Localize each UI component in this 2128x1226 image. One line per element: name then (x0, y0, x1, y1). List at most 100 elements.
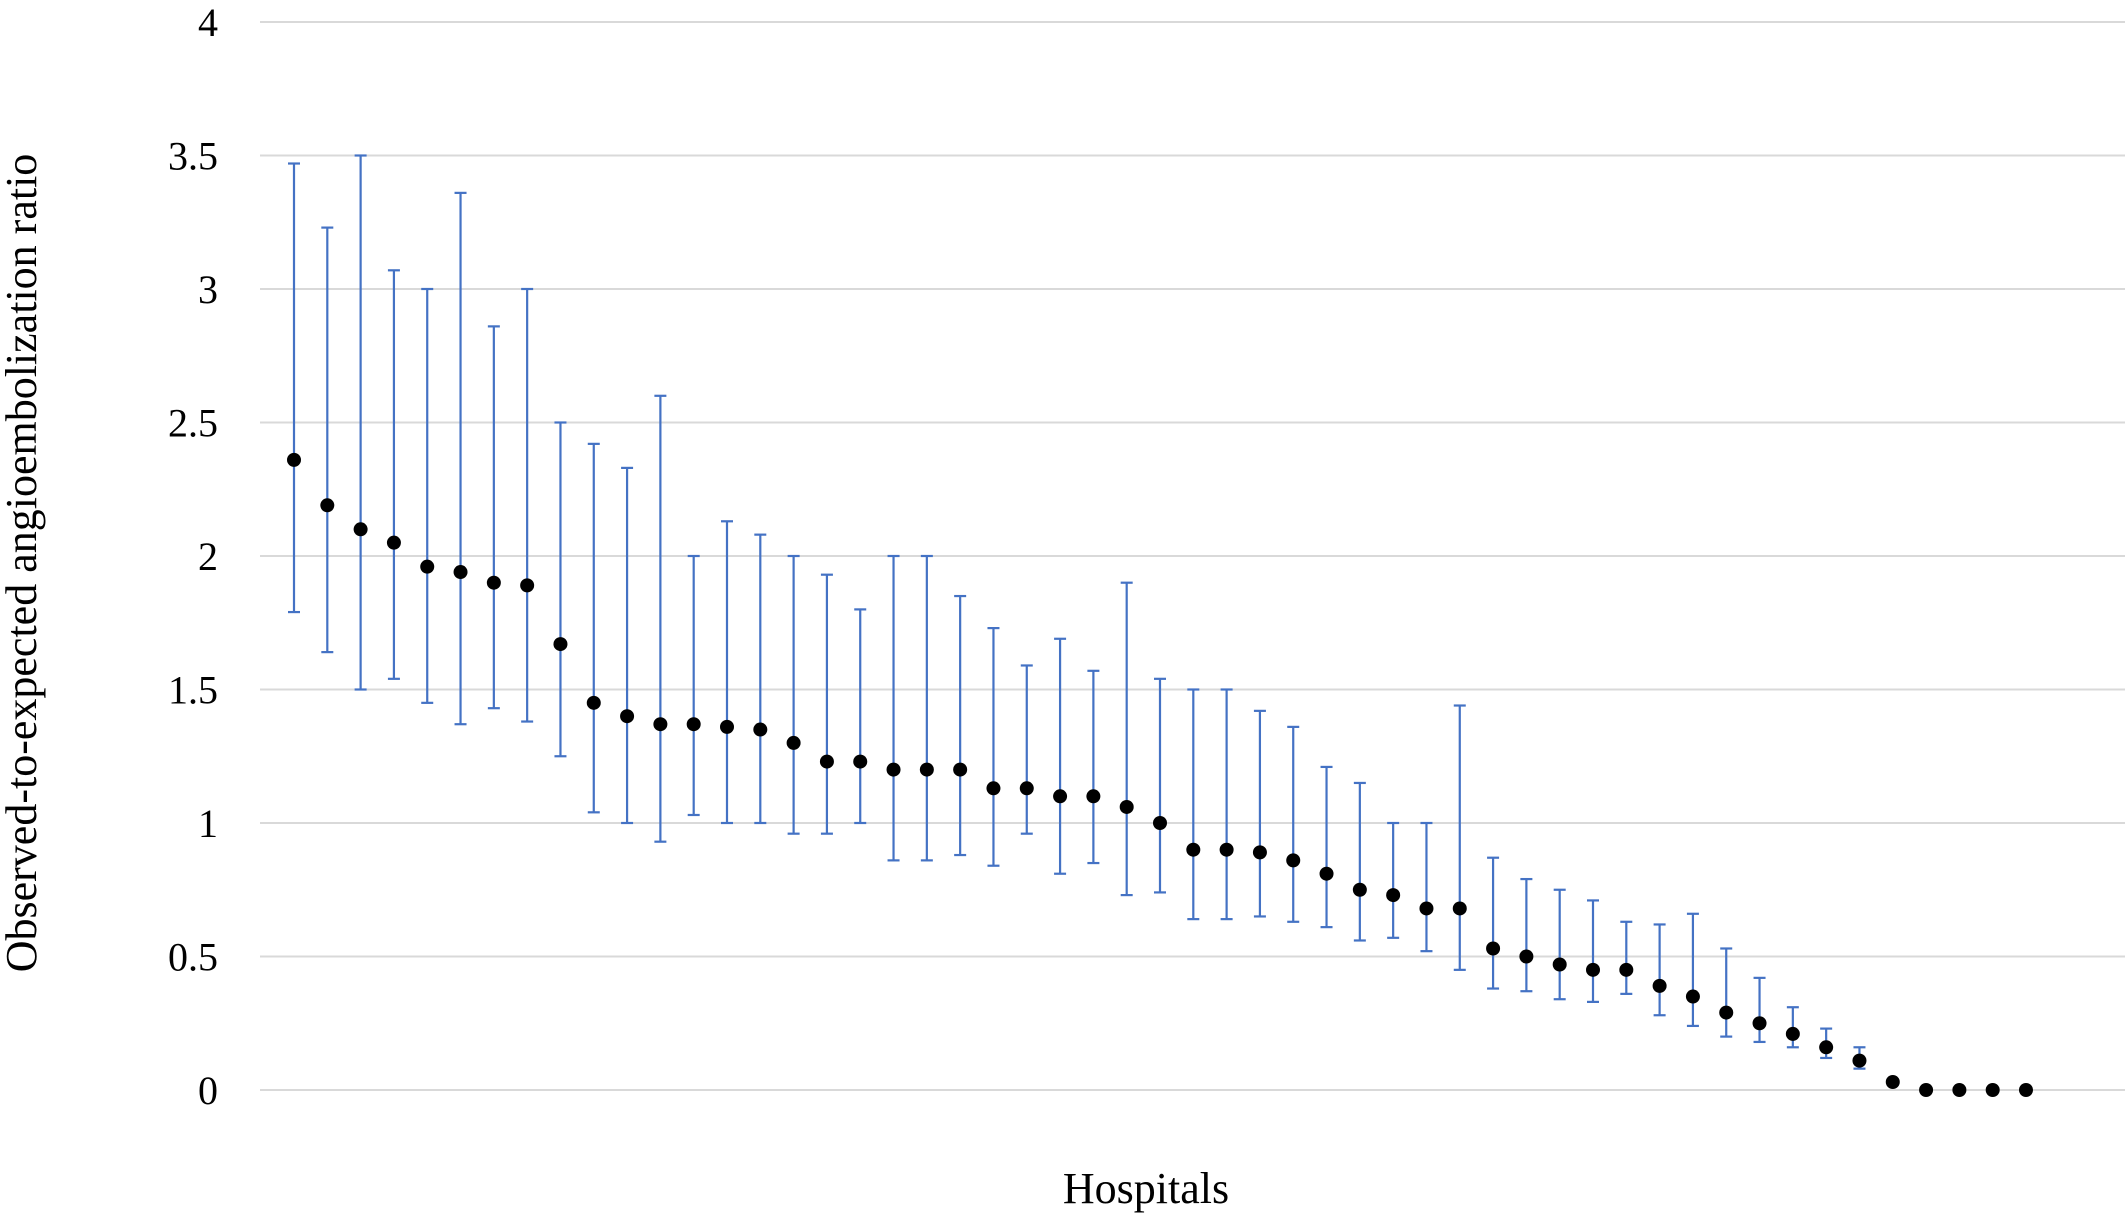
data-point (886, 762, 901, 777)
y-tick-label: 4 (198, 0, 218, 45)
error-bar (1453, 704, 1466, 971)
error-bar (787, 554, 800, 835)
data-point (1386, 888, 1401, 903)
data-point (520, 578, 535, 593)
error-bar (487, 325, 500, 710)
data-point (1685, 989, 1700, 1004)
y-axis-tick-labels: 0 0.5 1 1.5 2 2.5 3 3.5 4 (168, 0, 218, 1113)
y-tick-label: 2 (198, 534, 218, 579)
error-bar (421, 287, 434, 704)
error-bar (1054, 637, 1067, 875)
error-bar (754, 533, 767, 825)
y-tick-label: 0 (198, 1068, 218, 1113)
error-bar (687, 554, 700, 817)
data-point (1652, 978, 1667, 993)
data-point (1586, 962, 1600, 977)
data-point (553, 637, 568, 652)
data-point (1552, 957, 1567, 972)
data-point (1086, 789, 1101, 804)
error-bar (1287, 725, 1300, 923)
gridlines (260, 21, 2125, 1091)
error-bar (454, 191, 467, 726)
error-bar (1720, 947, 1733, 1038)
data-points (287, 452, 2033, 1097)
error-bar (1587, 899, 1599, 1003)
data-point (1852, 1053, 1867, 1068)
data-point (1452, 901, 1467, 916)
data-point (1985, 1083, 2000, 1097)
error-bar (387, 269, 400, 680)
y-tick-label: 0.5 (168, 935, 218, 980)
data-point (420, 559, 435, 574)
x-axis-title: Hospitals (1063, 1164, 1229, 1213)
error-bar (854, 608, 867, 825)
error-bar (1120, 581, 1133, 897)
data-point (1419, 901, 1434, 916)
error-bar (354, 154, 367, 691)
error-bars (288, 154, 1899, 1086)
data-point (620, 709, 635, 724)
data-point (1719, 1005, 1734, 1020)
error-bar (554, 421, 567, 758)
y-tick-label: 3 (198, 267, 218, 312)
data-point (853, 754, 868, 769)
data-point (1119, 799, 1134, 814)
data-point (486, 575, 501, 590)
error-bar (954, 594, 967, 857)
error-bar (987, 626, 1000, 867)
error-bar (521, 287, 534, 723)
data-point (1952, 1083, 1967, 1097)
data-point (353, 522, 368, 537)
data-point (320, 498, 335, 513)
data-point (819, 754, 834, 769)
error-bar (1320, 765, 1333, 929)
error-bar (920, 554, 933, 862)
data-point (1885, 1074, 1900, 1089)
data-point (686, 717, 701, 732)
data-point (1186, 842, 1201, 857)
data-point (1519, 949, 1534, 964)
error-bar (1420, 821, 1433, 953)
error-bar (587, 442, 600, 814)
error-bar (1520, 877, 1533, 993)
data-point (753, 722, 768, 737)
error-bar (621, 466, 634, 825)
data-point (287, 452, 301, 467)
error-bar (1154, 677, 1166, 894)
data-point (1286, 853, 1301, 868)
error-bar (1487, 856, 1500, 990)
error-bar (1553, 888, 1566, 1001)
data-point (2019, 1083, 2033, 1097)
error-bar (1087, 669, 1100, 865)
data-point (1752, 1016, 1767, 1031)
error-bar (1187, 688, 1200, 921)
data-point (653, 717, 668, 732)
data-point (986, 781, 1001, 796)
data-point (786, 735, 801, 750)
y-tick-label: 2.5 (168, 401, 218, 446)
data-point (1486, 941, 1501, 956)
data-point (720, 719, 734, 734)
data-point (1219, 842, 1234, 857)
data-point (1819, 1040, 1834, 1055)
error-bar (1653, 923, 1666, 1017)
data-point (1319, 866, 1334, 881)
error-bar (820, 573, 833, 835)
y-axis-title: Observed-to-expected angioembolization r… (0, 154, 46, 973)
data-point (453, 565, 468, 580)
data-point (1352, 882, 1367, 897)
data-point (1619, 962, 1634, 977)
data-point (953, 762, 968, 777)
error-bar (1387, 821, 1400, 939)
data-point (1153, 816, 1167, 830)
data-point (919, 762, 934, 777)
data-point (1919, 1083, 1934, 1097)
error-bar (887, 554, 900, 862)
error-bar (1220, 688, 1233, 921)
data-point (1252, 845, 1267, 860)
error-bar (1020, 664, 1033, 835)
error-bar (1253, 709, 1266, 918)
data-point (586, 695, 601, 710)
